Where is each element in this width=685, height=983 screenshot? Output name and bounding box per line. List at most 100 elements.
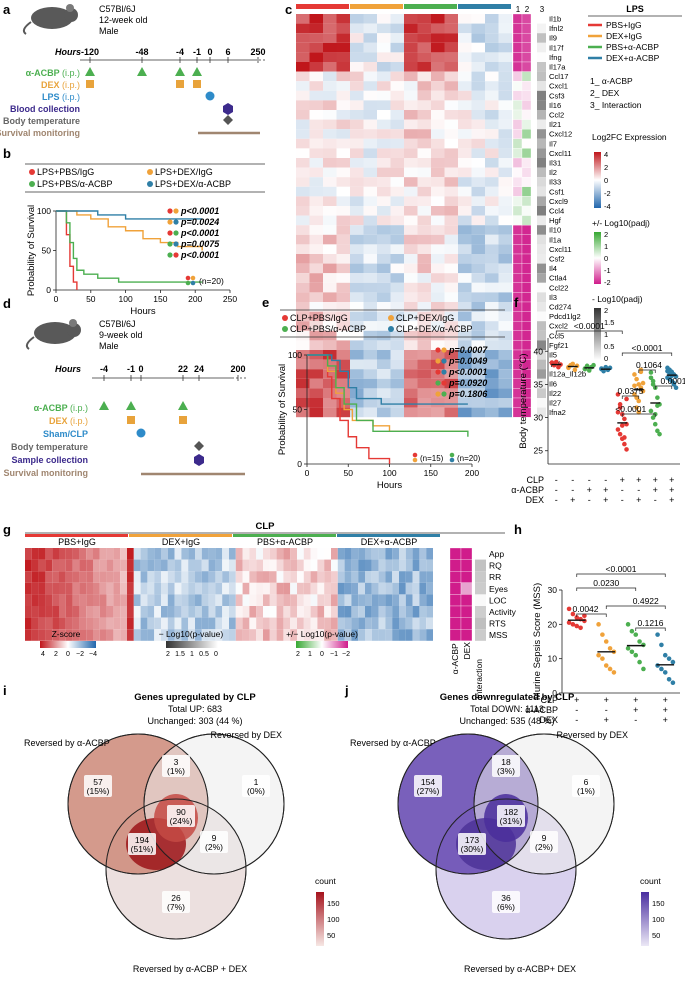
heat-cell xyxy=(336,359,350,370)
heat-cell xyxy=(59,594,66,606)
factor-sign: + xyxy=(633,695,638,705)
heat-cell xyxy=(444,138,458,149)
heat-cell xyxy=(378,594,386,606)
heat-cell xyxy=(363,90,377,101)
interaction-cell xyxy=(537,129,546,139)
tick: 0 xyxy=(604,176,608,185)
heat-cell xyxy=(431,206,445,216)
heat-cell xyxy=(72,559,80,572)
heat-cell xyxy=(377,292,391,302)
survival-line xyxy=(307,354,469,437)
gene-label: Ctla4 xyxy=(549,274,567,283)
heat-cell xyxy=(263,606,270,618)
interaction-cell xyxy=(475,548,486,560)
set-label: Reversed by α-ACBP+ DEX xyxy=(464,964,576,974)
heat-cell xyxy=(323,302,337,312)
heat-cell xyxy=(235,617,243,630)
heat-cell xyxy=(363,81,377,91)
contrast-cell xyxy=(449,559,462,572)
heat-cell xyxy=(65,559,73,572)
contrast-cell xyxy=(512,311,523,322)
heat-cell xyxy=(296,321,310,331)
heat-cell xyxy=(471,369,485,379)
heat-cell xyxy=(498,206,512,216)
heat-cell xyxy=(417,196,431,206)
heat-cell xyxy=(399,629,406,641)
contrast-key: 1_ α-ACBP xyxy=(590,76,633,86)
heat-cell xyxy=(471,388,485,398)
heat-cell xyxy=(120,617,127,630)
group-legend: PBS+IgG xyxy=(606,20,642,30)
heat-cell xyxy=(444,330,458,341)
heat-cell xyxy=(263,571,270,583)
x-tick-label: 150 xyxy=(153,294,167,304)
heat-cell xyxy=(269,617,277,630)
heat-cell xyxy=(390,273,404,283)
heat-cell xyxy=(309,186,323,197)
heat-cell xyxy=(471,42,485,53)
interaction-cell xyxy=(475,571,486,583)
heat-cell xyxy=(323,81,337,91)
heat-cell xyxy=(404,42,418,53)
contrast-cell xyxy=(512,177,523,187)
contrast-cell xyxy=(449,629,462,641)
heat-cell xyxy=(471,186,485,197)
panel-letter: c xyxy=(285,2,292,17)
region-label-box xyxy=(497,805,525,827)
contrast-cell xyxy=(460,582,473,595)
contrast-cell xyxy=(449,571,462,583)
heat-cell xyxy=(323,378,337,389)
data-point xyxy=(650,382,656,387)
heat-cell xyxy=(390,33,404,43)
heat-cell xyxy=(296,186,310,197)
heat-cell xyxy=(485,234,499,245)
contrast-cell xyxy=(449,605,462,618)
tick: 0 xyxy=(604,354,608,363)
heat-cell xyxy=(336,33,350,43)
heat-cell xyxy=(498,52,512,62)
heat-cell xyxy=(363,42,377,53)
heat-cell xyxy=(147,629,155,641)
heat-cell xyxy=(417,378,431,389)
heat-cell xyxy=(283,582,291,595)
contrast-cell xyxy=(460,629,473,641)
heat-cell xyxy=(324,582,331,595)
colorbar-count xyxy=(316,892,324,946)
legend-title: LPS xyxy=(626,4,644,14)
gene-label: Il6 xyxy=(549,379,557,388)
heat-cell xyxy=(363,23,377,34)
heat-cell xyxy=(72,594,80,606)
legend-entry: CLP+PBS/IgG xyxy=(290,313,348,323)
interaction-cell xyxy=(475,629,486,641)
heat-cell xyxy=(336,177,350,187)
heat-cell xyxy=(283,571,291,583)
x-tick-label: 0 xyxy=(305,468,310,478)
heat-cell xyxy=(269,548,277,560)
heat-cell xyxy=(249,594,257,606)
data-point xyxy=(574,623,580,629)
data-point xyxy=(648,408,654,414)
contrast-cell xyxy=(512,205,523,216)
panel-letter: a xyxy=(3,2,11,17)
heat-cell xyxy=(242,548,250,560)
factor-sign: + xyxy=(633,705,638,715)
tick: 0.5 xyxy=(604,342,614,351)
heat-cell xyxy=(106,582,114,595)
sex-label: Male xyxy=(99,341,119,351)
heat-cell xyxy=(419,559,427,572)
heat-cell xyxy=(113,617,121,630)
col-label: α-ACBP xyxy=(450,643,460,674)
heat-cell xyxy=(242,617,250,630)
heat-cell xyxy=(59,548,66,560)
y-axis-label: Murine Sepsis Score (MSS) xyxy=(532,583,543,700)
heat-cell xyxy=(336,244,350,254)
heat-cell xyxy=(336,311,350,322)
tick: 2 xyxy=(296,651,300,658)
heat-cell xyxy=(390,23,404,34)
heat-cell xyxy=(404,321,418,331)
heat-cell xyxy=(161,594,168,606)
heat-cell xyxy=(65,571,73,583)
group-bar xyxy=(129,534,232,537)
acbp-triangle-icon xyxy=(99,401,188,410)
heat-cell xyxy=(405,606,413,618)
